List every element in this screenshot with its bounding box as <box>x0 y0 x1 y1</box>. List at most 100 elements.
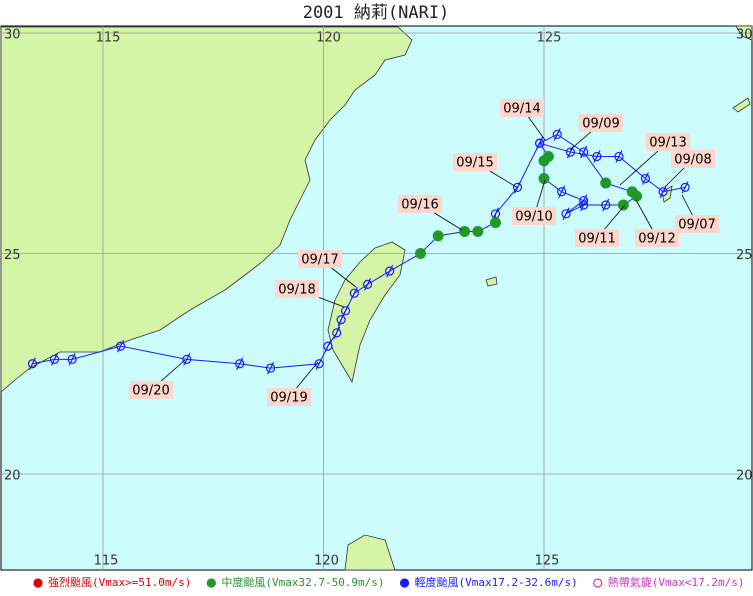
track-point <box>631 190 643 202</box>
island <box>485 276 498 287</box>
date-label: 09/07 <box>678 218 715 233</box>
weak-marker <box>27 359 38 369</box>
weak-marker-tail <box>386 264 394 278</box>
weak-marker <box>332 328 342 338</box>
weak-marker-tail <box>324 339 332 353</box>
luzon <box>344 534 396 571</box>
date-label: 09/08 <box>674 153 711 168</box>
track-point <box>614 150 624 163</box>
track-point <box>561 207 571 221</box>
track-point <box>579 145 589 159</box>
weak-marker-tail <box>236 357 244 371</box>
track-point <box>640 172 651 185</box>
date-label: 09/16 <box>401 198 438 213</box>
lon-label-bottom: 120 <box>314 554 339 569</box>
label-box <box>267 388 311 406</box>
label-box <box>675 215 719 233</box>
weak-marker-tail <box>562 207 570 221</box>
track-point <box>49 353 60 366</box>
label-box <box>671 150 715 168</box>
graticule: 115 115 120 120 125 125 30 30 25 25 20 20 <box>1 26 753 570</box>
date-label: 09/14 <box>503 102 540 117</box>
date-label: 09/18 <box>278 283 315 298</box>
track-point <box>600 177 612 189</box>
date-label: 09/20 <box>132 384 169 399</box>
weak-marker <box>265 363 276 373</box>
weak-marker-tail <box>350 286 358 300</box>
date-label: 09/09 <box>582 117 619 132</box>
track-point <box>552 128 562 141</box>
weak-marker <box>579 147 589 157</box>
legend-label: 熱帶氣旋(Vmax<17.2m/s) <box>608 575 745 589</box>
weak-marker <box>235 359 245 369</box>
medium-marker <box>472 225 484 237</box>
weak-marker <box>614 151 624 162</box>
track-point <box>459 225 471 237</box>
weak-marker <box>579 195 589 206</box>
date-label: 09/17 <box>301 253 338 268</box>
weak-marker <box>592 151 602 162</box>
weak-marker <box>552 129 562 140</box>
lon-label-top: 125 <box>537 31 562 46</box>
medium-marker <box>600 177 612 189</box>
medium-marker <box>617 199 629 211</box>
medium-marker <box>631 190 643 202</box>
weak-marker <box>534 138 545 148</box>
weak-marker-tail <box>315 357 323 371</box>
track-point <box>415 248 427 259</box>
island <box>732 97 751 113</box>
weak-marker <box>182 354 192 364</box>
weak-marker-tail <box>641 172 649 185</box>
weak-marker <box>323 341 333 351</box>
weak-marker-tail <box>364 278 372 291</box>
weak-marker-tail <box>558 185 566 199</box>
weak-marker <box>116 341 126 351</box>
weak-marker <box>340 306 351 316</box>
track-point <box>265 361 276 375</box>
track-point <box>323 339 333 353</box>
track-point <box>472 225 484 237</box>
track-point <box>542 150 554 162</box>
track-point <box>534 136 545 150</box>
weak-marker <box>67 354 77 364</box>
lat-label-left: 30 <box>4 28 21 43</box>
legend-icon <box>33 578 43 588</box>
label-box <box>298 250 342 268</box>
date-label: 09/10 <box>515 210 552 225</box>
track-point <box>601 198 611 212</box>
label-box <box>398 195 442 213</box>
track-point <box>557 185 567 199</box>
weak-marker-tail <box>580 145 588 159</box>
weak-marker-tail <box>28 357 36 371</box>
label-box <box>575 229 619 247</box>
track-point <box>432 230 444 242</box>
weak-marker <box>640 173 651 184</box>
track-point <box>579 194 589 207</box>
weak-marker-tail <box>68 353 76 366</box>
medium-marker <box>432 230 444 242</box>
date-label: 09/12 <box>638 232 675 247</box>
lat-label-right: 20 <box>736 469 753 484</box>
weak-marker <box>680 182 690 192</box>
track-point <box>658 185 668 199</box>
track-point <box>182 353 192 366</box>
map-title: 2001 納莉(NARI) <box>303 3 450 23</box>
lon-label-bottom: 115 <box>94 554 119 569</box>
legend-icon <box>206 578 216 588</box>
weak-marker-tail <box>681 181 689 194</box>
legend-label: 輕度颱風(Vmax17.2-32.6m/s) <box>415 575 578 589</box>
weak-marker-tail <box>267 361 275 375</box>
mainland <box>0 26 413 393</box>
track <box>27 128 690 375</box>
track-point <box>314 357 324 371</box>
lat-label-left: 20 <box>4 469 21 484</box>
weak-marker <box>385 266 395 276</box>
lon-label-bottom: 125 <box>535 554 560 569</box>
medium-marker <box>489 217 501 229</box>
track-point <box>235 357 245 371</box>
weak-marker <box>314 359 324 369</box>
lon-label-top: 120 <box>316 31 341 46</box>
lat-label-right: 30 <box>736 28 753 43</box>
track-point <box>349 286 359 300</box>
